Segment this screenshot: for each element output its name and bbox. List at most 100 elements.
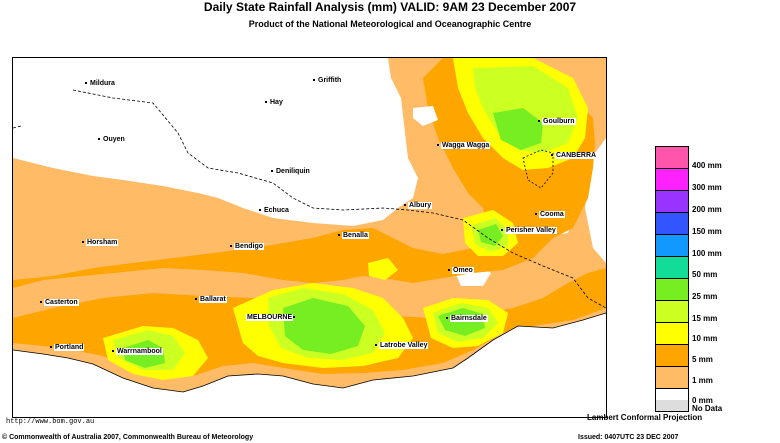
coastline bbox=[13, 312, 606, 393]
website-url: http://www.bom.gov.au bbox=[6, 418, 95, 426]
place-text: Omeo bbox=[452, 267, 474, 274]
map-title: Daily State Rainfall Analysis (mm) VALID… bbox=[203, 0, 577, 14]
place-label: Portland bbox=[50, 344, 85, 352]
legend-swatch bbox=[656, 301, 688, 323]
place-label: Mildura bbox=[85, 80, 116, 88]
legend-swatch bbox=[656, 213, 688, 235]
place-dot bbox=[259, 209, 261, 212]
place-dot bbox=[271, 170, 273, 173]
place-text: Casterton bbox=[44, 299, 79, 306]
place-dot bbox=[551, 154, 553, 157]
legend-label: 100 mm bbox=[692, 249, 722, 258]
place-label: Horsham bbox=[82, 239, 119, 247]
place-dot bbox=[446, 317, 448, 320]
legend-label: 5 mm bbox=[692, 355, 713, 364]
place-text: Goulburn bbox=[542, 118, 576, 125]
place-dot bbox=[265, 101, 267, 104]
place-text: Warrnambool bbox=[116, 348, 163, 355]
place-dot bbox=[82, 241, 84, 244]
map-subtitle: Product of the National Meteorological a… bbox=[248, 19, 532, 29]
issued-text: Issued: 0407UTC 23 DEC 2007 bbox=[578, 434, 679, 441]
place-dot bbox=[338, 234, 340, 237]
place-label: Warrnambool bbox=[112, 348, 163, 356]
place-text: Cooma bbox=[539, 211, 565, 218]
legend-swatch bbox=[656, 323, 688, 345]
place-text: Benalla bbox=[342, 232, 369, 239]
rain-25mm-northeast bbox=[493, 108, 543, 150]
place-text: Ballarat bbox=[199, 296, 227, 303]
place-label: Benalla bbox=[338, 232, 369, 240]
place-text: Horsham bbox=[86, 239, 119, 246]
rainfall-map bbox=[12, 57, 607, 418]
rain-25mm-central bbox=[283, 298, 365, 354]
rain-5mm-band bbox=[13, 58, 595, 288]
projection-label: Lambert Conformal Projection bbox=[587, 413, 703, 422]
place-label: MELBOURNE bbox=[246, 314, 297, 322]
place-text: CANBERRA bbox=[555, 152, 598, 159]
place-text: MELBOURNE bbox=[246, 314, 294, 321]
legend-swatch bbox=[656, 191, 688, 213]
legend-swatch bbox=[656, 147, 688, 169]
legend-label: 0 mm bbox=[692, 396, 713, 405]
place-dot bbox=[535, 213, 537, 216]
place-text: Albury bbox=[408, 202, 433, 209]
place-label: Ouyen bbox=[98, 136, 126, 144]
place-dot bbox=[404, 204, 406, 207]
place-dot bbox=[375, 344, 377, 347]
place-label: CANBERRA bbox=[551, 152, 598, 160]
place-label: Griffith bbox=[313, 77, 343, 85]
place-label: Latrobe Valley bbox=[375, 342, 429, 350]
place-label: Wagga Wagga bbox=[437, 142, 491, 150]
dry-area-northwest bbox=[13, 58, 418, 226]
legend-swatch bbox=[656, 169, 688, 191]
legend-swatch bbox=[656, 257, 688, 279]
place-label: Casterton bbox=[40, 299, 79, 307]
dry-area-east bbox=[585, 138, 606, 263]
place-text: Mildura bbox=[89, 80, 116, 87]
place-dot bbox=[437, 144, 439, 147]
rain-10mm-small bbox=[368, 258, 398, 280]
legend-label: 200 mm bbox=[692, 205, 722, 214]
place-dot bbox=[50, 346, 52, 349]
place-label: Goulburn bbox=[538, 118, 576, 126]
place-text: Bairnsdale bbox=[450, 315, 488, 322]
place-label: Ballarat bbox=[195, 296, 227, 304]
place-text: Bendigo bbox=[234, 243, 264, 250]
place-label: Omeo bbox=[448, 267, 474, 275]
rainfall-map-canvas bbox=[13, 58, 606, 417]
place-dot bbox=[313, 79, 315, 82]
legend-swatch bbox=[656, 345, 688, 367]
place-dot bbox=[448, 269, 450, 272]
place-label: Echuca bbox=[259, 207, 290, 215]
place-dot bbox=[230, 245, 232, 248]
legend-label: 15 mm bbox=[692, 314, 718, 323]
legend bbox=[655, 146, 689, 412]
legend-label: 150 mm bbox=[692, 227, 722, 236]
legend-label: 50 mm bbox=[692, 270, 718, 279]
place-text: Latrobe Valley bbox=[379, 342, 429, 349]
place-text: Ouyen bbox=[102, 136, 126, 143]
place-label: Albury bbox=[404, 202, 433, 210]
legend-label: 25 mm bbox=[692, 292, 718, 301]
lake-patch bbox=[413, 106, 438, 126]
place-text: Hay bbox=[269, 99, 284, 106]
place-text: Perisher Valley bbox=[505, 227, 557, 234]
place-text: Griffith bbox=[317, 77, 343, 84]
place-text: Portland bbox=[54, 344, 85, 351]
place-dot bbox=[195, 298, 197, 301]
place-text: Deniliquin bbox=[275, 168, 311, 175]
place-label: Deniliquin bbox=[271, 168, 311, 176]
place-label: Cooma bbox=[535, 211, 565, 219]
place-label: Bendigo bbox=[230, 243, 264, 251]
place-dot bbox=[112, 350, 114, 353]
place-dot bbox=[40, 301, 42, 304]
place-dot bbox=[501, 229, 503, 232]
legend-swatch bbox=[656, 235, 688, 257]
legend-label: 300 mm bbox=[692, 183, 722, 192]
place-dot bbox=[98, 138, 100, 141]
place-text: Wagga Wagga bbox=[441, 142, 491, 149]
place-dot bbox=[293, 316, 296, 319]
act-border bbox=[522, 149, 554, 189]
place-label: Bairnsdale bbox=[446, 315, 488, 323]
legend-label-nodata: No Data bbox=[692, 404, 723, 413]
